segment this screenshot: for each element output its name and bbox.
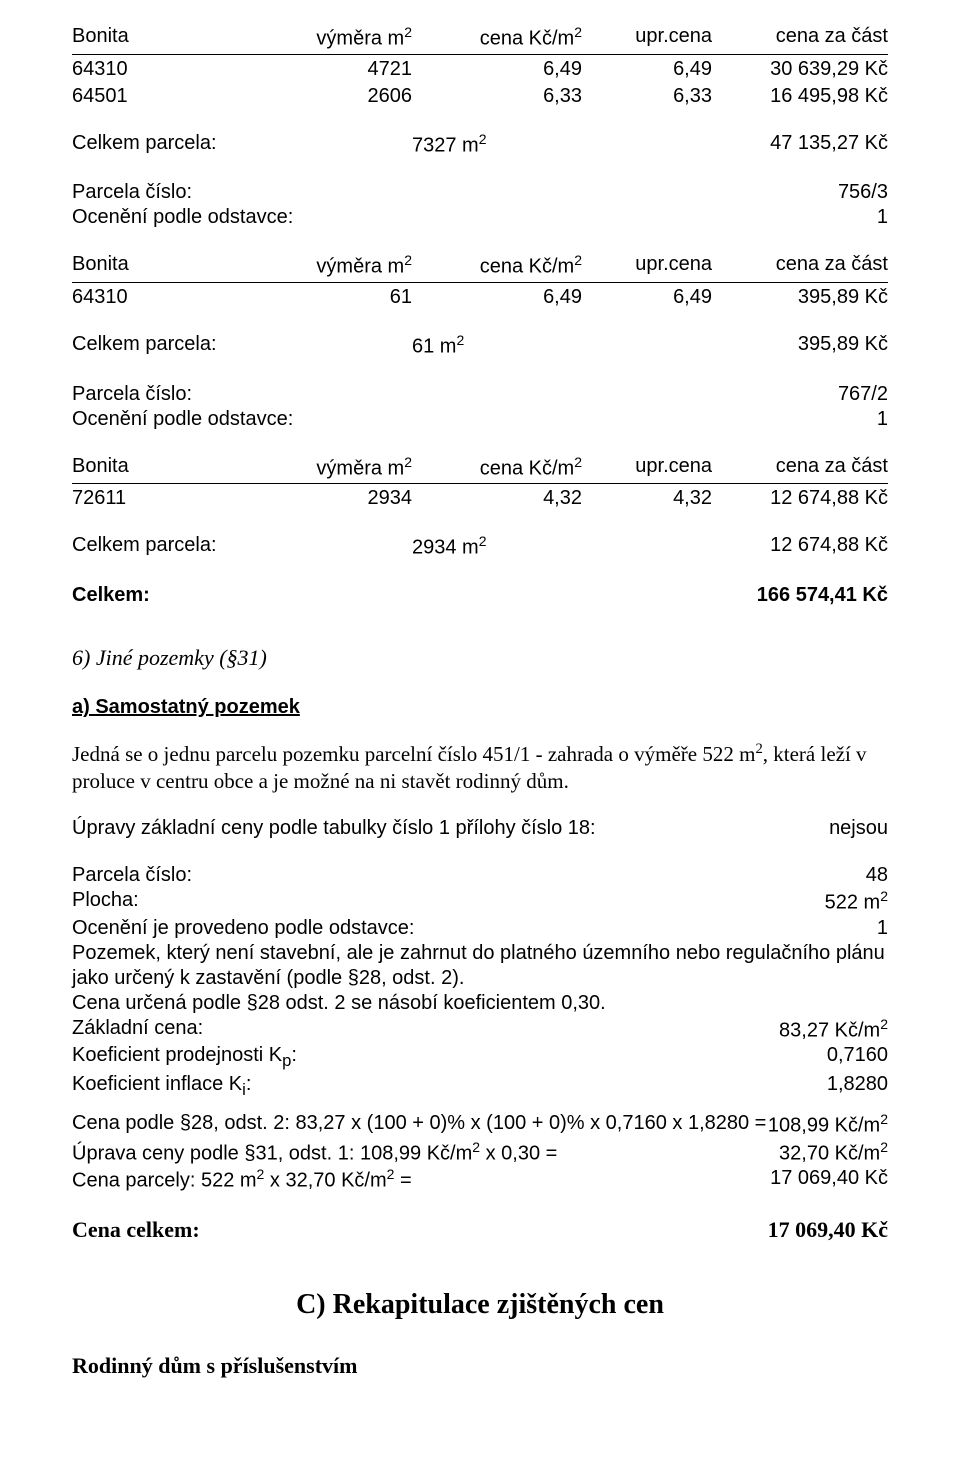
celkem-parcela-row: Celkem parcela: 2934 m2 12 674,88 Kč <box>72 533 888 561</box>
parcela-cislo-row: Parcela číslo: 756/3 <box>72 180 888 205</box>
celkem-total-row: Celkem: 166 574,41 Kč <box>72 583 888 608</box>
hdr-vymera: výměra m2 <box>222 24 412 52</box>
celkem-value: 166 574,41 Kč <box>757 583 888 608</box>
pozemek-note-2: Cena určená podle §28 odst. 2 se násobí … <box>72 991 888 1016</box>
pozemek-note-1: Pozemek, který není stavební, ale je zah… <box>72 941 888 991</box>
cena-parcely-row: Cena parcely: 522 m2 x 32,70 Kč/m2 = 17 … <box>72 1166 888 1194</box>
celkem-label: Celkem: <box>72 583 150 608</box>
celkem-parcela-row: Celkem parcela: 61 m2 395,89 Kč <box>72 332 888 360</box>
section-samostatny-pozemek: a) Samostatný pozemek <box>72 695 888 720</box>
upravy-zc-row: Úpravy základní ceny podle tabulky číslo… <box>72 816 888 841</box>
section-jine-pozemky: 6) Jiné pozemky (§31) <box>72 644 888 672</box>
koef-inflace-row: Koeficient inflace Ki: 1,8280 <box>72 1072 888 1101</box>
celkem-parcela-label: Celkem parcela: <box>72 131 412 159</box>
cena-28-row: Cena podle §28, odst. 2: 83,27 x (100 + … <box>72 1111 888 1139</box>
oceneni-provedeno-row: Ocenění je provedeno podle odstavce: 1 <box>72 916 888 941</box>
oceneni-odstavce-row: Ocenění podle odstavce: 1 <box>72 407 888 432</box>
bonita-table-header: Bonita výměra m2 cena Kč/m2 upr.cena cen… <box>72 454 888 485</box>
bonita-table-header: Bonita výměra m2 cena Kč/m2 upr.cena cen… <box>72 252 888 283</box>
parcela-cislo-row: Parcela číslo: 48 <box>72 863 888 888</box>
zakladni-cena-row: Základní cena: 83,27 Kč/m2 <box>72 1016 888 1044</box>
footer-rodinny-dum: Rodinný dům s příslušenstvím <box>72 1352 888 1380</box>
table-row: 64310 61 6,49 6,49 395,89 Kč <box>72 283 888 310</box>
celkem-parcela-value: 47 135,27 Kč <box>562 131 888 159</box>
bonita-table-header: Bonita výměra m2 cena Kč/m2 upr.cena cen… <box>72 24 888 55</box>
uprava-31-row: Úprava ceny podle §31, odst. 1: 108,99 K… <box>72 1139 888 1167</box>
rekapitulace-heading: C) Rekapitulace zjištěných cen <box>72 1287 888 1322</box>
plocha-row: Plocha: 522 m2 <box>72 888 888 916</box>
hdr-cena: cena Kč/m2 <box>412 24 582 52</box>
parcela-cislo-row: Parcela číslo: 767/2 <box>72 382 888 407</box>
hdr-upr: upr.cena <box>582 24 712 52</box>
pozemek-description: Jedná se o jednu parcelu pozemku parceln… <box>72 740 888 794</box>
oceneni-odstavce-row: Ocenění podle odstavce: 1 <box>72 205 888 230</box>
celkem-parcela-area: 7327 m2 <box>412 131 562 159</box>
table-row: 72611 2934 4,32 4,32 12 674,88 Kč <box>72 484 888 511</box>
table-row: 64501 2606 6,33 6,33 16 495,98 Kč <box>72 82 888 109</box>
hdr-cast: cena za část <box>712 24 888 52</box>
hdr-bonita: Bonita <box>72 24 222 52</box>
cena-celkem-row: Cena celkem: 17 069,40 Kč <box>72 1216 888 1244</box>
celkem-parcela-row: Celkem parcela: 7327 m2 47 135,27 Kč <box>72 131 888 159</box>
table-row: 64310 4721 6,49 6,49 30 639,29 Kč <box>72 55 888 82</box>
koef-prodejnosti-row: Koeficient prodejnosti Kp: 0,7160 <box>72 1043 888 1072</box>
